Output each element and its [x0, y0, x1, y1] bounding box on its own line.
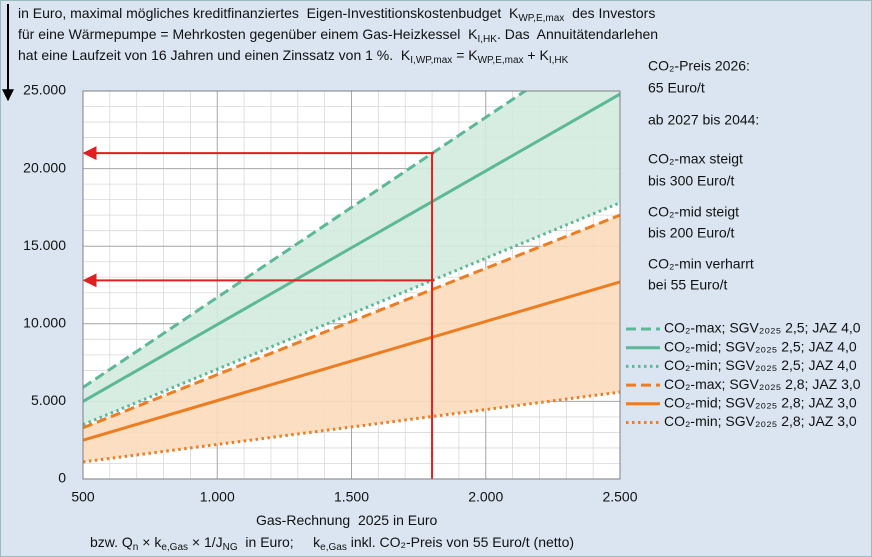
x-tick-label: 2.000: [468, 489, 503, 505]
y-tick-label: 25.000: [23, 82, 66, 98]
annotation: CO₂-min verharrt: [648, 256, 754, 272]
legend-label: CO₂-max; SGV₂₀₂₅ 2,8; JAZ 3,0: [664, 376, 861, 392]
y-tick-label: 20.000: [23, 159, 66, 175]
text-part: für eine Wärmepumpe = Mehrkosten gegenüb…: [18, 26, 478, 42]
x-tick-label: 1.500: [334, 489, 369, 505]
y-tick-label: 0: [58, 470, 66, 486]
annotation: CO₂-Preis 2026:: [648, 58, 750, 74]
x-axis-label: Gas-Rechnung 2025 in Euro: [256, 512, 438, 528]
subscript: e,Gas: [320, 542, 347, 553]
y-tick-label: 15.000: [23, 237, 66, 253]
annotation: CO₂-max steigt: [648, 151, 743, 167]
title-line: für eine Wärmepumpe = Mehrkosten gegenüb…: [18, 26, 658, 45]
series-line: [83, 92, 620, 403]
band-fill: [83, 91, 620, 425]
y-tick-label: 5.000: [31, 392, 66, 408]
title-line: in Euro, maximal mögliches kreditfinanzi…: [18, 5, 655, 24]
x-tick-label: 2.500: [602, 489, 637, 505]
series-line: [83, 280, 620, 442]
subscript: e,Gas: [161, 542, 188, 553]
text-part: in Euro, maximal mögliches kreditfinanzi…: [18, 5, 519, 21]
subscript: I,HK: [478, 34, 498, 45]
subscript: n: [133, 542, 139, 553]
legend-label: CO₂-min; SGV₂₀₂₅ 2,8; JAZ 3,0: [664, 413, 857, 429]
text-part: × k: [138, 534, 162, 550]
subscript: WP,E,max: [518, 13, 564, 24]
legend-label: CO₂-mid; SGV₂₀₂₅ 2,5; JAZ 4,0: [664, 338, 857, 354]
plot: [83, 91, 620, 464]
legend-label: CO₂-mid; SGV₂₀₂₅ 2,8; JAZ 3,0: [664, 395, 857, 411]
text-part: inkl. CO₂-Preis von 55 Euro/t (netto): [347, 534, 574, 550]
annotation: bis 200 Euro/t: [648, 225, 734, 241]
text-part: des Investors: [564, 5, 655, 21]
subscript: I,HK: [549, 55, 569, 66]
annotation: 65 Euro/t: [648, 80, 705, 96]
text-part: + K: [524, 47, 550, 63]
y-tick-label: 10.000: [23, 315, 66, 331]
legend-label: CO₂-max; SGV₂₀₂₅ 2,5; JAZ 4,0: [664, 320, 861, 336]
annotation: bis 300 Euro/t: [648, 173, 734, 189]
annotation: ab 2027 bis 2044:: [648, 112, 759, 128]
series-line: [83, 201, 620, 427]
subscript: I,WP,max: [410, 55, 452, 66]
legend-label: CO₂-min; SGV₂₀₂₅ 2,5; JAZ 4,0: [664, 357, 857, 373]
plot-border: [82, 90, 621, 480]
annotation: bei 55 Euro/t: [648, 277, 727, 293]
text-part: × 1/J: [188, 534, 223, 550]
annotation: CO₂-mid steigt: [648, 204, 739, 220]
series-line: [83, 91, 528, 389]
text-part: Gas-Rechnung 2025 in Euro: [256, 512, 438, 528]
text-part: hat eine Laufzeit von 16 Jahren und eine…: [18, 47, 411, 63]
x-tick-label: 500: [71, 489, 95, 505]
subscript: NG: [223, 542, 238, 553]
text-part: = K: [452, 47, 478, 63]
title-line: hat eine Laufzeit von 16 Jahren und eine…: [18, 47, 569, 66]
text-part: in Euro; k: [238, 534, 321, 550]
text-part: bzw. Q: [90, 534, 133, 550]
x-tick-label: 1.000: [200, 489, 235, 505]
text-part: . Das Annuitätendarlehen: [497, 26, 658, 42]
x-axis-label: bzw. Qn × ke,Gas × 1/JNG in Euro; ke,Gas…: [90, 534, 574, 553]
series-line: [83, 213, 620, 430]
subscript: WP,E,max: [478, 55, 524, 66]
series-line: [83, 390, 620, 464]
